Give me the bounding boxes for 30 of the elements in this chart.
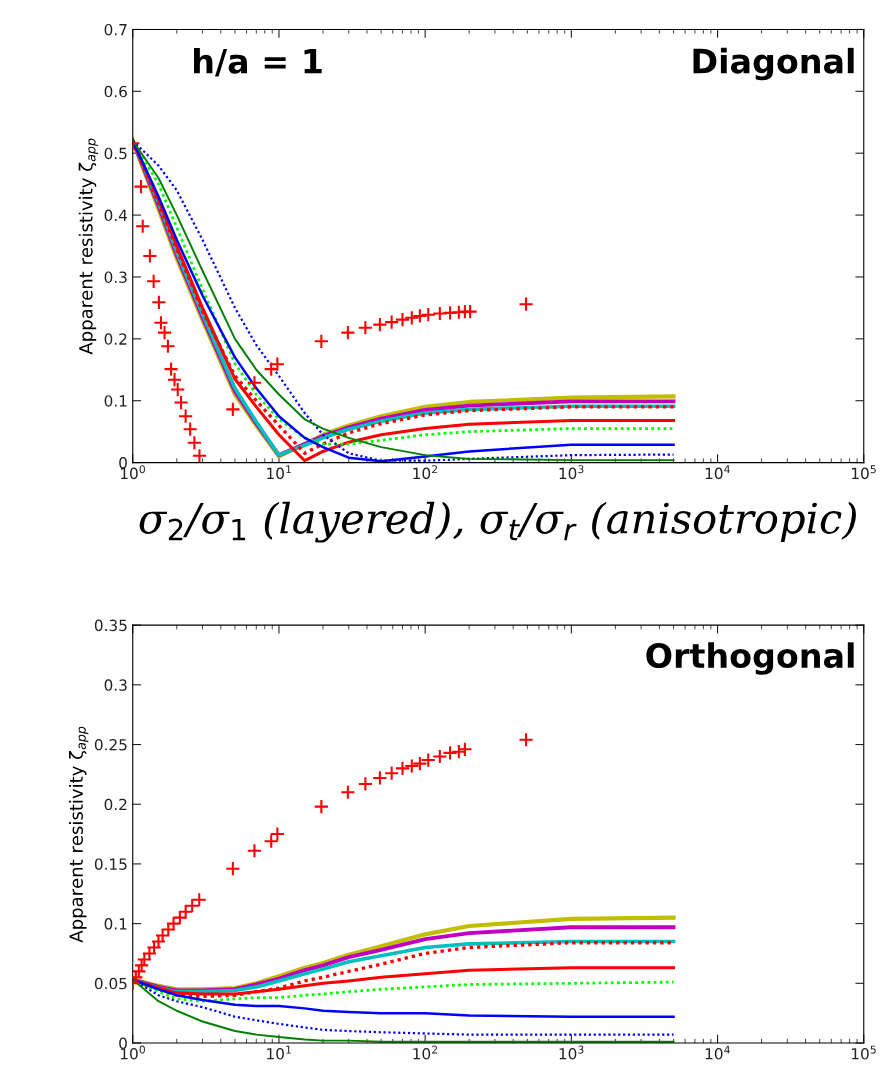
y-tick-label: 0.2 [104, 798, 127, 811]
y-tick-label: 0.4 [104, 209, 128, 222]
y-tick-label: 0.05 [94, 977, 127, 990]
x-tick-label: 10$^{1}$ [267, 1045, 291, 1060]
x-tick-label: 10$^{4}$ [705, 1045, 730, 1060]
y-tick-label: 0.1 [104, 395, 127, 407]
y-tick-label: 0.35 [94, 619, 127, 632]
y-tick-label: 0.3 [104, 679, 127, 691]
annotation: h/a = 1 [194, 47, 322, 77]
y-tick-label: 0.2 [104, 333, 127, 345]
annotation: Diagonal [693, 47, 854, 81]
y-axis-title: Apparent resistivity ζ$_{app}$ [78, 138, 99, 355]
x-tick-label: 10$^{5}$ [851, 1045, 876, 1060]
x-tick-label: 10$^{3}$ [559, 1045, 584, 1060]
x-tick-label: 10$^{4}$ [705, 465, 730, 480]
y-tick-label: 0.7 [104, 23, 127, 36]
x-tick-label: 10$^{2}$ [413, 465, 438, 480]
x-tick-label: 10$^{2}$ [413, 1045, 438, 1060]
y-axis-title: Apparent resistivity ζ$_{app}$ [69, 726, 89, 943]
y-tick-label: 0.1 [104, 918, 127, 930]
y-tick-label: 0.15 [94, 858, 127, 870]
x-tick-label: 10$^{3}$ [559, 465, 584, 480]
y-tick-label: 0.3 [104, 271, 127, 283]
text: σ$_{2}$/σ$_{1}$ (layered), σ$_{t}$/σ$_{r}$ (anisotropic) [139, 501, 856, 543]
x-tick-label: 10$^{5}$ [851, 465, 876, 480]
y-tick-label: 0.25 [94, 738, 127, 751]
y-tick-label: 0.5 [104, 147, 127, 160]
annotation: Orthogonal [646, 642, 854, 675]
x-tick-label: 10$^{1}$ [267, 465, 291, 480]
y-tick-label: 0.6 [104, 85, 127, 98]
